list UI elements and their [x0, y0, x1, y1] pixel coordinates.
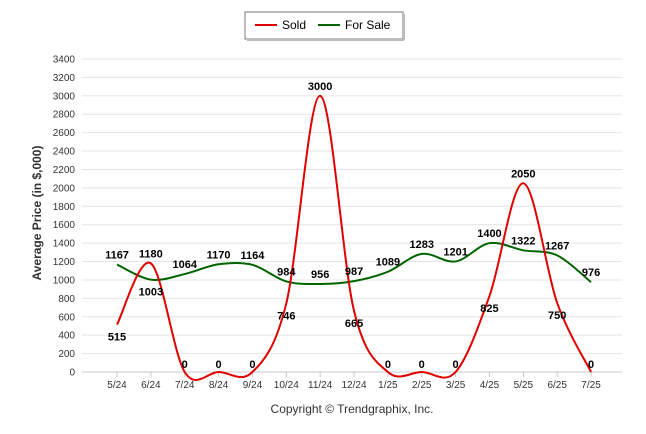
x-tick-label-7/25: 7/25: [581, 380, 601, 391]
y-tick-label-0: 0: [69, 368, 75, 379]
x-tick-label-3/25: 3/25: [446, 380, 466, 391]
y-tick-label-3000: 3000: [53, 91, 76, 102]
data-label-sold-1-25: 0: [385, 359, 391, 371]
x-tick-label-5/25: 5/25: [514, 380, 534, 391]
data-label-for-sale-8-24: 1170: [207, 249, 231, 261]
y-tick-label-1600: 1600: [53, 220, 76, 231]
data-label-sold-6-25: 750: [548, 310, 566, 322]
legend-label-sold: Sold: [282, 18, 306, 32]
y-tick-label-1400: 1400: [53, 239, 76, 250]
y-tick-label-2800: 2800: [53, 110, 76, 121]
data-label-sold-6-24: 1180: [139, 248, 163, 260]
data-label-sold-7-24: 0: [182, 359, 188, 371]
y-tick-label-2600: 2600: [53, 128, 76, 139]
data-label-sold-12-24: 665: [345, 318, 363, 330]
data-labels: 515 1180 0 0 0 746 3000 665 0 0 0 825 2050 750 0 1167 10…: [105, 81, 600, 371]
x-tick-label-12/24: 12/24: [342, 380, 367, 391]
data-label-for-sale-7-25: 976: [582, 267, 600, 279]
grid-lines: [82, 58, 622, 373]
x-tick-label-8/24: 8/24: [209, 380, 229, 391]
x-tick-label-2/25: 2/25: [412, 380, 432, 391]
x-tick-label-4/25: 4/25: [480, 380, 500, 391]
x-tick-label-10/24: 10/24: [274, 380, 299, 391]
data-label-for-sale-9-24: 1164: [241, 250, 266, 262]
y-tick-label-800: 800: [58, 294, 75, 305]
x-tick-label-6/24: 6/24: [141, 380, 161, 391]
data-label-for-sale-6-24: 1003: [139, 287, 163, 299]
data-label-for-sale-6-25: 1267: [545, 240, 569, 252]
data-label-for-sale-12-24: 987: [345, 266, 363, 278]
data-label-sold-8-24: 0: [216, 359, 222, 371]
series-line-sold: [116, 94, 592, 381]
data-label-for-sale-2-25: 1283: [409, 239, 433, 251]
x-axis-ticks: 5/24 6/24 7/24 8/24 9/24 10/24 11/24 12/24 1/25 2…: [107, 372, 601, 391]
y-tick-label-2000: 2000: [53, 183, 76, 194]
data-label-for-sale-4-25: 1400: [477, 228, 501, 240]
data-label-sold-11-24: 3000: [308, 81, 332, 93]
y-tick-label-3200: 3200: [53, 73, 76, 84]
y-axis-ticks: 0 200 400 600 800 1000 1200 1400 1600 1800 2000 220…: [53, 55, 76, 379]
x-tick-label-5/24: 5/24: [107, 380, 127, 391]
y-tick-label-3400: 3400: [53, 55, 76, 66]
x-tick-label-9/24: 9/24: [243, 380, 263, 391]
data-label-sold-4-25: 825: [480, 303, 498, 315]
copyright-credit: Copyright © Trendgraphix, Inc.: [271, 402, 434, 416]
legend-label-for-sale: For Sale: [345, 18, 391, 32]
data-label-for-sale-1-25: 1089: [376, 257, 400, 269]
series-line-for-sale: [116, 241, 592, 286]
legend: Sold For Sale: [244, 11, 405, 41]
x-tick-label-11/24: 11/24: [308, 380, 333, 391]
x-tick-label-6/25: 6/25: [547, 380, 567, 391]
data-label-sold-3-25: 0: [453, 359, 459, 371]
x-tick-label-1/25: 1/25: [378, 380, 398, 391]
y-tick-label-600: 600: [58, 312, 75, 323]
y-tick-label-200: 200: [58, 349, 75, 360]
data-label-for-sale-5-25: 1322: [511, 235, 535, 247]
data-label-sold-2-25: 0: [419, 359, 425, 371]
y-tick-label-2200: 2200: [53, 165, 76, 176]
data-label-sold-10-24: 746: [277, 310, 295, 322]
series-lines: [116, 94, 592, 381]
data-label-for-sale-10-24: 984: [277, 266, 296, 278]
data-label-sold-5-25: 2050: [511, 168, 535, 180]
data-label-for-sale-3-25: 1201: [443, 246, 467, 258]
x-tick-label-7/24: 7/24: [175, 380, 195, 391]
data-label-for-sale-5-24: 1167: [105, 250, 129, 262]
data-label-sold-7-25: 0: [588, 359, 594, 371]
y-tick-label-1000: 1000: [53, 275, 76, 286]
y-tick-label-2400: 2400: [53, 147, 76, 158]
data-label-for-sale-11-24: 956: [311, 269, 329, 281]
y-tick-label-1200: 1200: [53, 257, 76, 268]
data-label-sold-9-24: 0: [249, 359, 255, 371]
y-axis-title: Average Price (in $,000): [30, 146, 44, 281]
y-tick-label-1800: 1800: [53, 202, 76, 213]
data-label-for-sale-7-24: 1064: [172, 259, 197, 271]
data-label-sold-5-24: 515: [108, 332, 126, 344]
y-tick-label-400: 400: [58, 331, 75, 342]
